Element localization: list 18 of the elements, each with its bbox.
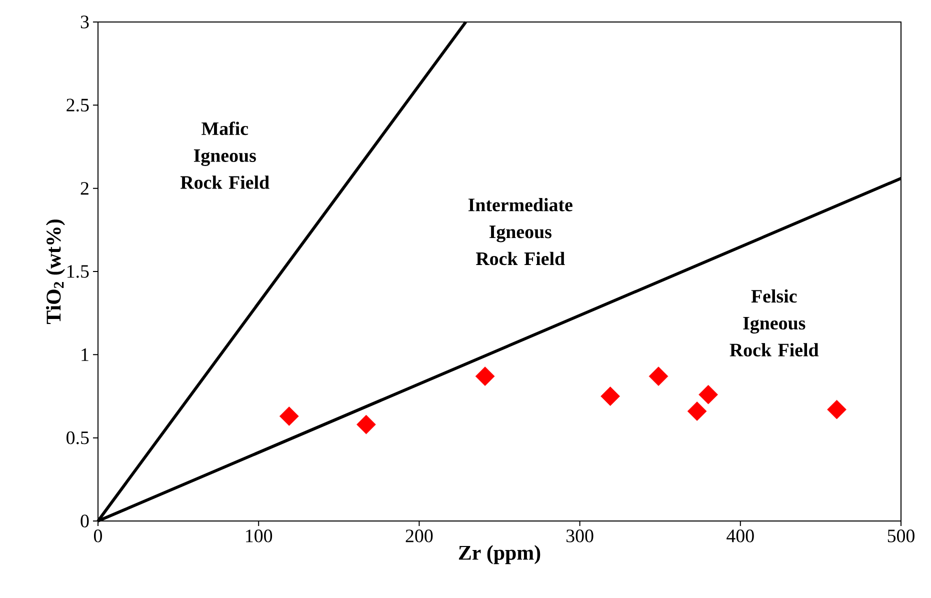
x-tick-label: 0 bbox=[94, 530, 102, 542]
annotation: Mafic Igneous Rock Field bbox=[180, 122, 270, 189]
x-tick-label: 300 bbox=[566, 530, 594, 542]
x-tick-label: 400 bbox=[726, 530, 754, 542]
y-tick-label: 1 bbox=[82, 348, 88, 361]
annotation: Intermediate Igneous Rock Field bbox=[468, 198, 572, 266]
y-tick-label: 2 bbox=[80, 182, 88, 195]
y-tick-label: 3 bbox=[80, 16, 89, 28]
annotation: Felsic Igneous Rock Field bbox=[730, 289, 819, 356]
y-tick-label: 0 bbox=[80, 514, 89, 528]
y-axis-title: TiO$_{2}$ (wt%) bbox=[46, 220, 65, 324]
y-tick-label: 1.5 bbox=[67, 265, 89, 278]
x-axis-title: Zr (ppm) bbox=[458, 545, 540, 564]
x-tick-label: 200 bbox=[406, 530, 433, 542]
y-tick-label: 2.5 bbox=[66, 98, 89, 112]
y-tick-label: 0.5 bbox=[66, 431, 89, 444]
x-tick-label: 500 bbox=[888, 530, 914, 542]
x-tick-label: 100 bbox=[246, 530, 272, 542]
